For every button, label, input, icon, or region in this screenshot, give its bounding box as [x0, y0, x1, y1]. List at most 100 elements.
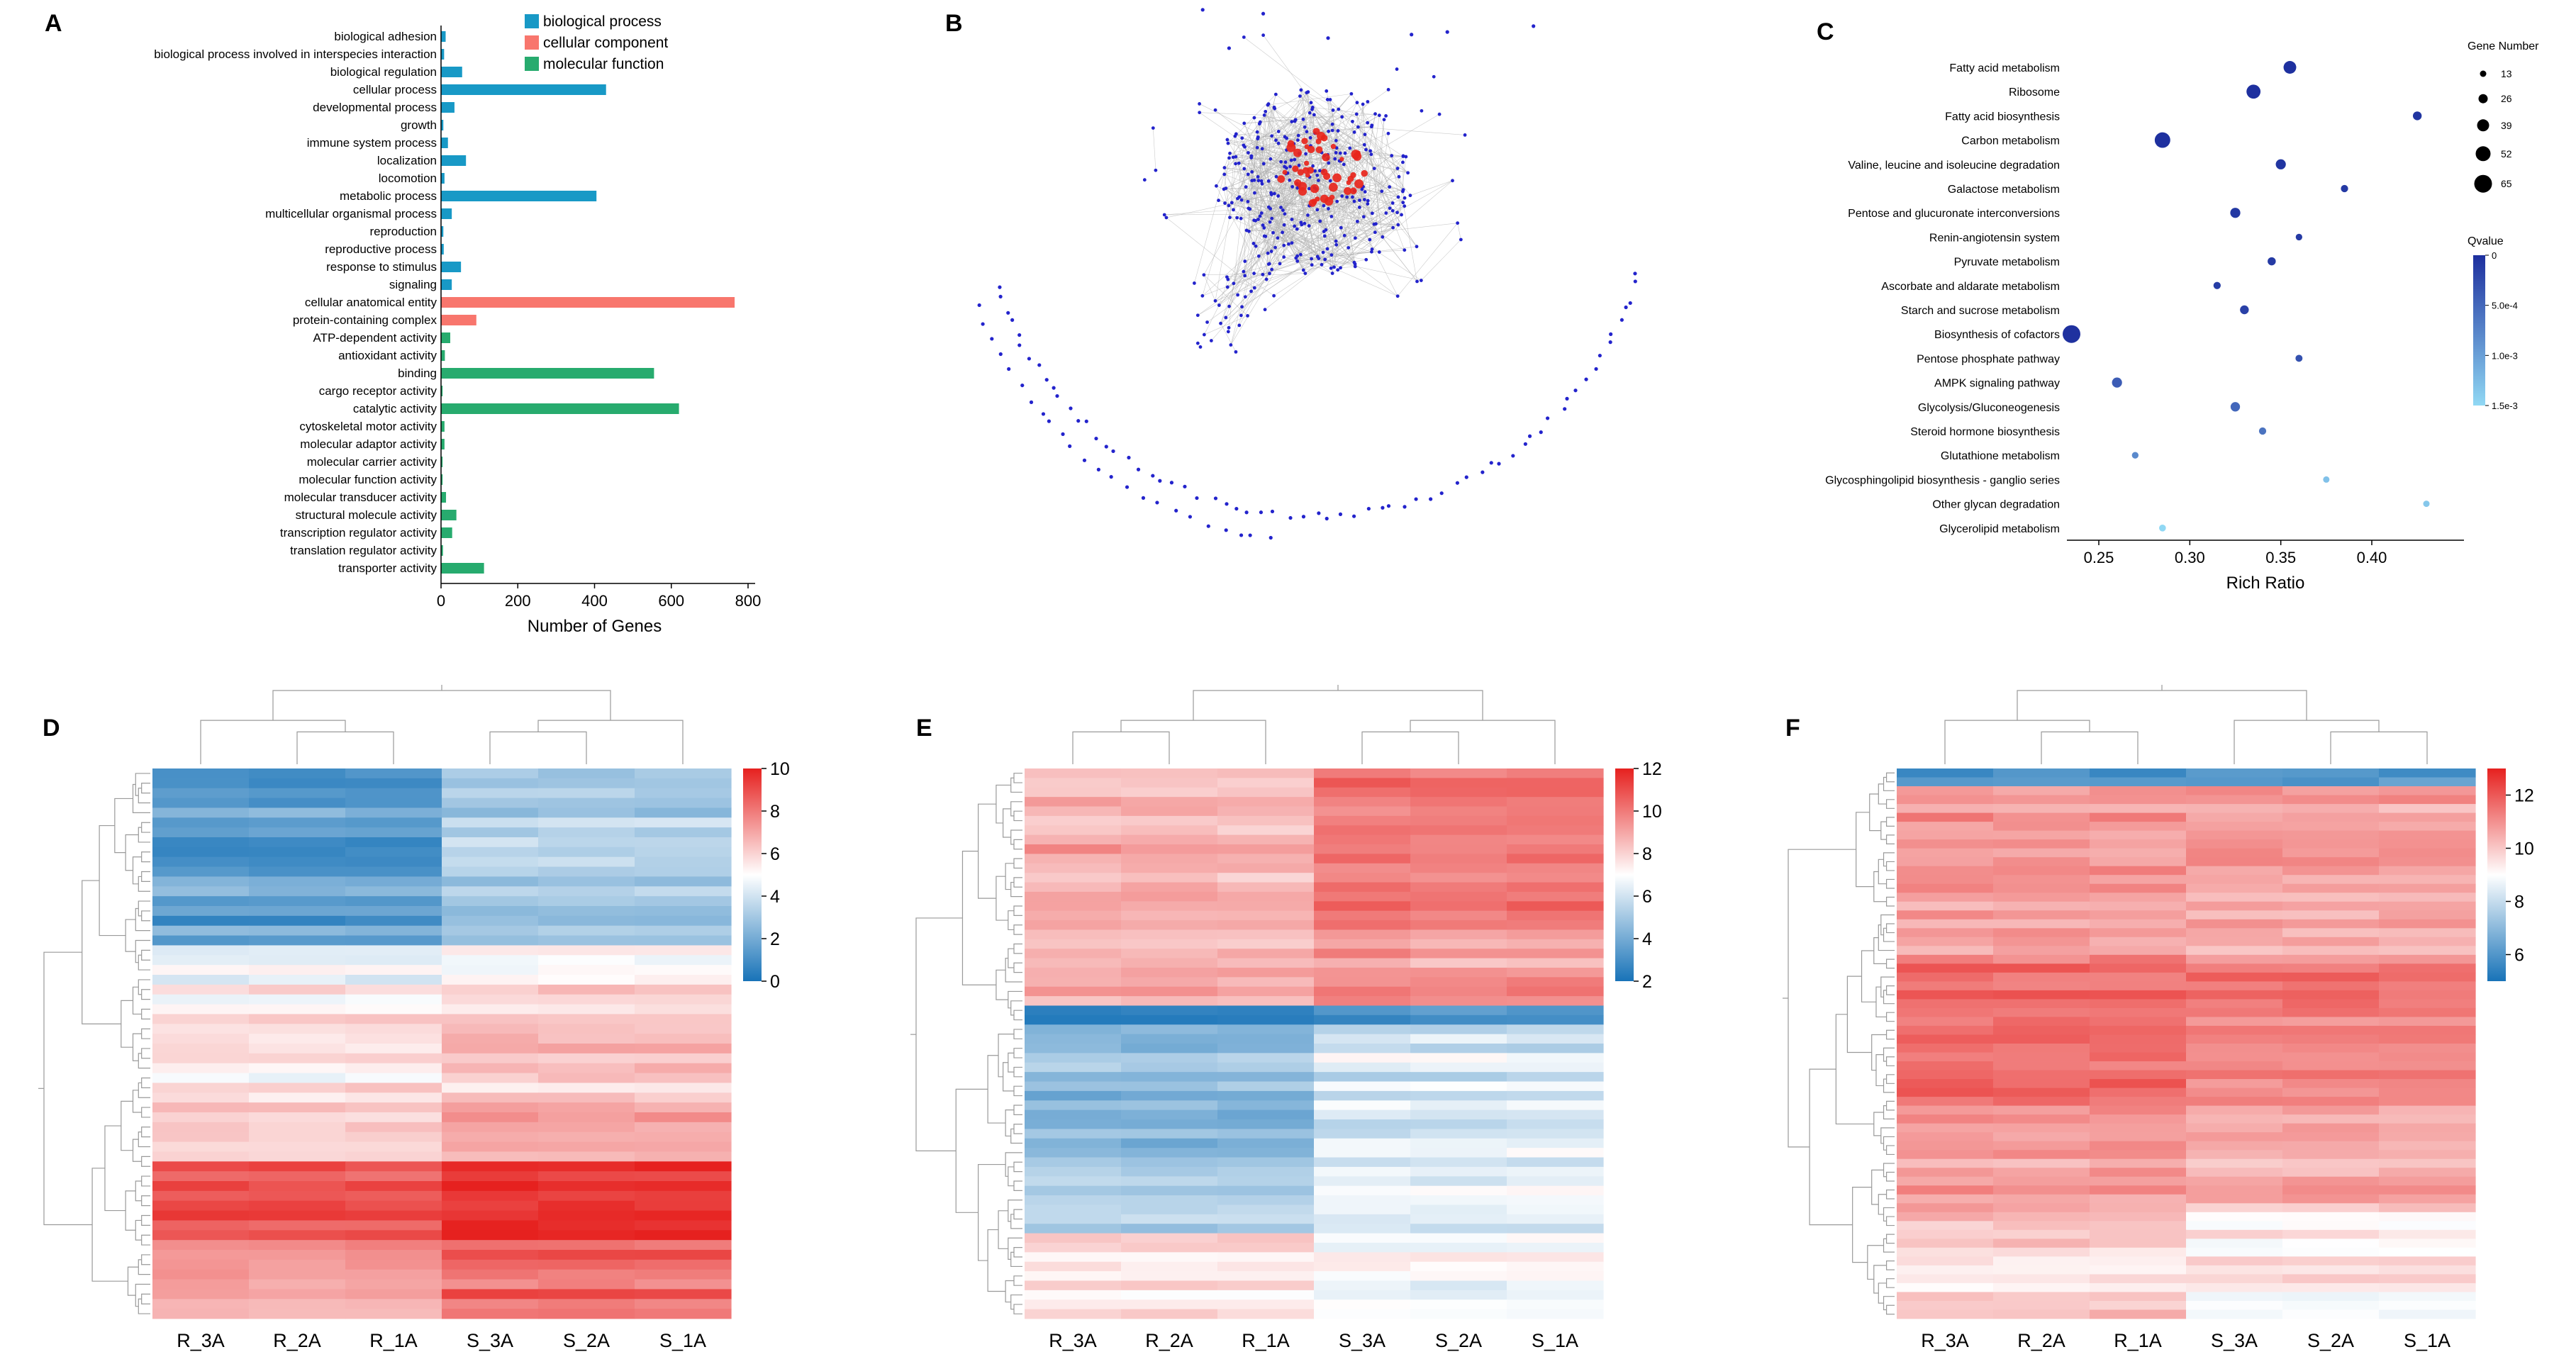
category-label: signaling: [389, 278, 437, 291]
category-label: metabolic process: [340, 189, 437, 203]
category-label: transcription regulator activity: [280, 526, 437, 540]
colorbar-tick-label: 8: [1642, 844, 1652, 864]
x-tick-label: 0.30: [2175, 549, 2205, 566]
bubble: [2258, 427, 2267, 435]
legend-label: cellular component: [543, 35, 668, 51]
panel-heatmap-f: F 12 10 8 6 R_3A R_2A R_1A S_3A S_2A S_1A: [1744, 669, 2576, 1364]
x-tick-label: 0.40: [2357, 549, 2387, 566]
bubble: [2295, 233, 2302, 241]
bubble: [2412, 111, 2422, 121]
colorbar-tick-label: 6: [2514, 946, 2524, 966]
column-label: S_3A: [2211, 1330, 2258, 1351]
column-label: R_3A: [1921, 1330, 1969, 1351]
legend-swatch: [525, 57, 539, 71]
colorbar-tick-label: 6: [1642, 887, 1652, 907]
pathway-label: Fatty acid biosynthesis: [1945, 111, 2060, 123]
bar: [441, 386, 443, 396]
column-label: S_1A: [1532, 1330, 1578, 1351]
column-labels: R_3A R_2A R_1A S_3A S_2A S_1A: [1921, 1330, 2450, 1351]
bar: [441, 208, 452, 219]
heatmap-e: 12 10 8 6 4 2 R_3A R_2A R_1A S_3A S_2A S_1A: [910, 685, 1662, 1351]
pathway-label: Biosynthesis of cofactors: [1934, 329, 2060, 341]
qvalue-tick-label: 0: [2492, 250, 2497, 261]
category-label: molecular carrier activity: [307, 455, 437, 469]
pathway-label: Fatty acid metabolism: [1949, 62, 2060, 74]
bar: [441, 297, 735, 308]
panel-heatmap-d: D 10 8 6 4 2 0 R_3A R_2A R_1A S_3A S_2A S_1A: [0, 669, 837, 1364]
bar: [441, 421, 445, 432]
bubble: [2131, 452, 2139, 459]
bar: [441, 403, 679, 414]
pathway-label: Renin-angiotensin system: [1929, 232, 2060, 244]
legend-label: molecular function: [543, 56, 664, 72]
column-label: S_1A: [2404, 1330, 2450, 1351]
x-tick-label: 0: [437, 592, 445, 610]
bar: [441, 563, 484, 574]
column-label: R_3A: [1049, 1330, 1097, 1351]
column-label: R_2A: [1145, 1330, 1193, 1351]
x-axis-title: Number of Genes: [528, 617, 662, 636]
category-label: molecular function activity: [299, 473, 437, 486]
bar: [441, 457, 443, 467]
x-tick-label: 600: [658, 592, 684, 610]
category-label: transporter activity: [338, 561, 437, 575]
pathway-label: Pyruvate metabolism: [1954, 257, 2060, 269]
category-label: growth: [401, 118, 437, 132]
qvalue-gradient-bar: [2473, 255, 2485, 406]
colorbar-tick-label: 4: [1642, 929, 1652, 949]
bubble: [2283, 61, 2297, 74]
pathway-label: Glycosphingolipid biosynthesis - ganglio…: [1825, 474, 2060, 486]
bubble: [2246, 84, 2261, 99]
category-label: structural molecule activity: [296, 508, 437, 522]
bar: [441, 474, 443, 485]
panel-ppi-network: B: [815, 0, 1794, 669]
gene-number-legend-value: 13: [2501, 68, 2512, 79]
bar: [441, 84, 606, 95]
category-label: cellular anatomical entity: [305, 296, 437, 309]
category-label: cytoskeletal motor activity: [299, 420, 437, 433]
outer-arc-nodes: [977, 8, 1637, 540]
bar: [441, 138, 448, 148]
bubble: [2213, 281, 2221, 289]
bar: [441, 279, 452, 290]
colorbar-tick-label: 6: [770, 844, 780, 864]
column-label: R_2A: [273, 1330, 321, 1351]
row-dendrogram: [1783, 772, 1895, 1315]
x-tick-label: 800: [735, 592, 762, 610]
gene-number-legend-title: Gene Number: [2468, 40, 2539, 52]
x-tick-label: 0.25: [2084, 549, 2114, 566]
colorbar-tick-label: 10: [2514, 839, 2534, 859]
x-tick-label: 400: [581, 592, 608, 610]
legend-swatch: [525, 14, 539, 28]
pathway-label: Pentose phosphate pathway: [1917, 353, 2060, 365]
legend-swatch: [525, 35, 539, 50]
category-label: biological process involved in interspec…: [154, 47, 437, 61]
colorbar: [743, 768, 762, 981]
column-dendrogram: [1944, 685, 2428, 764]
pathway-label: Pentose and glucuronate interconversions: [1848, 208, 2060, 220]
pathway-label: AMPK signaling pathway: [1934, 378, 2060, 390]
colorbar-tick-label: 8: [770, 802, 780, 822]
colorbar-tick-label: 2: [1642, 972, 1652, 992]
pathway-label: Glutathione metabolism: [1941, 450, 2060, 462]
gene-number-legend: Gene Number 13 26 39 52 65: [2468, 40, 2539, 193]
colorbar-tick-label: 2: [770, 929, 780, 949]
bubble: [2154, 132, 2170, 148]
colorbar-tick-label: 10: [1642, 802, 1662, 822]
category-label: reproductive process: [325, 242, 437, 256]
column-label: S_2A: [2307, 1330, 2354, 1351]
gene-number-legend-value: 39: [2501, 120, 2512, 131]
bar: [441, 368, 654, 379]
bar: [441, 545, 443, 556]
panel-label-f: F: [1785, 715, 1800, 742]
colorbar-tick-label: 8: [2514, 893, 2524, 912]
column-label: R_3A: [177, 1330, 225, 1351]
heatmap-f: 12 10 8 6 R_3A R_2A R_1A S_3A S_2A S_1A: [1783, 685, 2534, 1351]
bar: [441, 439, 445, 449]
pathway-label: Steroid hormone biosynthesis: [1910, 426, 2060, 438]
pathway-label: Galactose metabolism: [1948, 184, 2060, 196]
column-dendrogram: [200, 685, 684, 764]
category-label: molecular transducer activity: [284, 491, 437, 504]
bubble: [2063, 325, 2080, 343]
category-label: localization: [377, 154, 437, 167]
